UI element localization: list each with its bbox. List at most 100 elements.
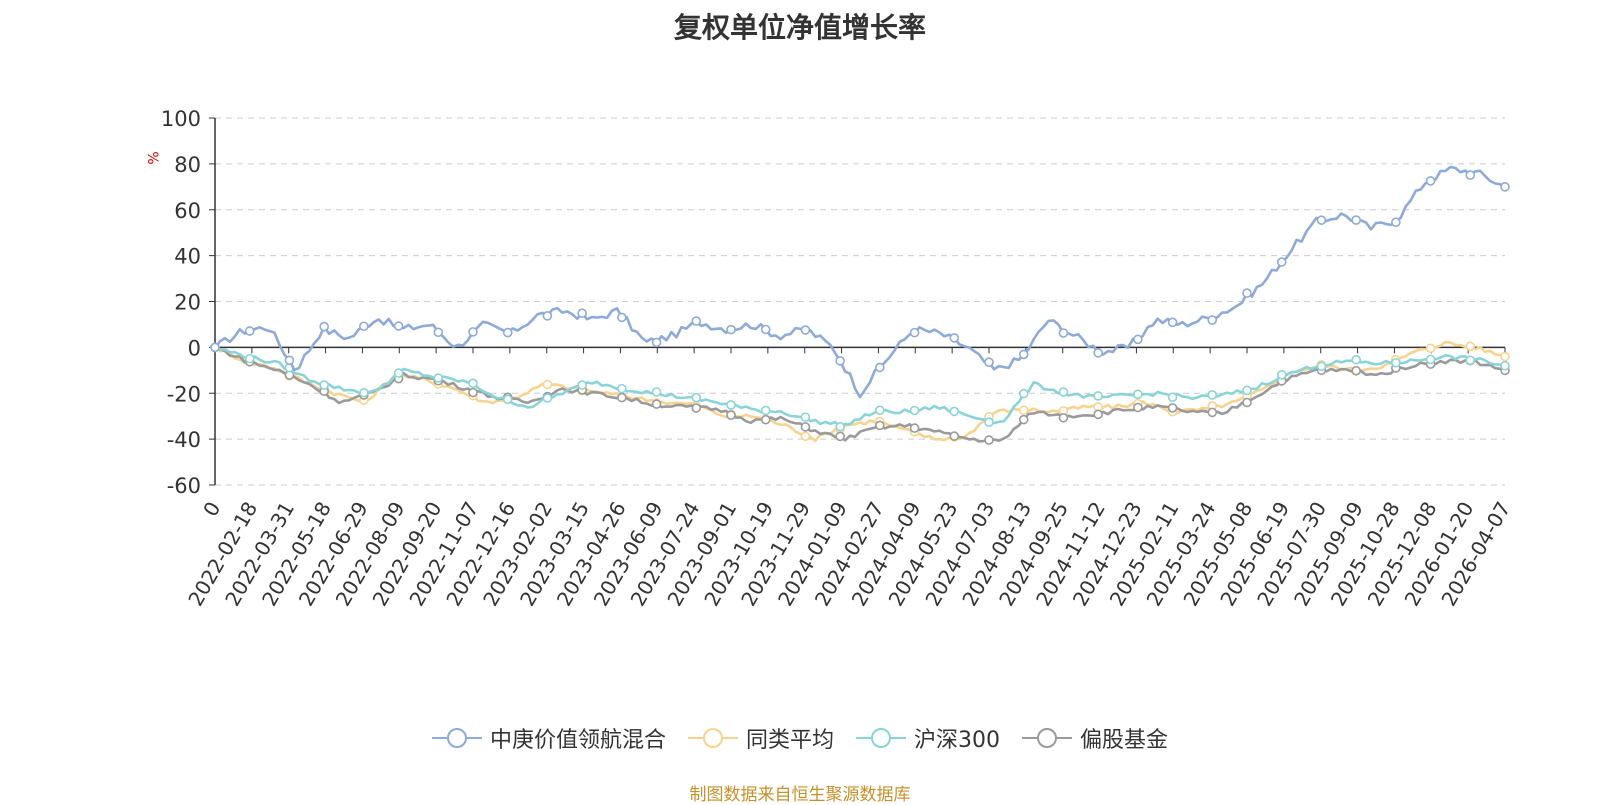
series-point <box>359 321 369 332</box>
series-point <box>1167 317 1178 328</box>
legend-line-marker-icon <box>856 728 906 748</box>
series-point <box>909 405 920 416</box>
series-point <box>691 403 702 413</box>
legend-item-equity-fund[interactable]: 偏股基金 <box>1022 722 1168 754</box>
series-point <box>1207 390 1218 400</box>
series-point <box>800 422 811 432</box>
series-point <box>359 387 369 398</box>
series-point <box>909 423 920 433</box>
x-tick-label: 0 <box>198 498 225 521</box>
series-point <box>1018 405 1029 416</box>
series-point <box>319 321 329 332</box>
series-point <box>1500 182 1510 192</box>
series-line <box>214 346 1506 429</box>
series-point <box>1018 388 1029 399</box>
series-point <box>210 342 220 353</box>
series-point <box>1093 409 1103 420</box>
series-point <box>984 435 994 445</box>
legend-label: 同类平均 <box>745 728 834 753</box>
series-point <box>651 337 662 348</box>
series-point <box>1465 355 1476 366</box>
series-point <box>542 379 553 390</box>
y-tick-label: 80 <box>174 153 201 177</box>
series-point <box>1425 343 1436 354</box>
series-point <box>1018 414 1029 425</box>
series-point <box>284 355 295 366</box>
series-point <box>949 431 960 441</box>
series-point <box>691 316 702 326</box>
series-point <box>760 414 771 425</box>
series-point <box>835 421 845 432</box>
series-point <box>1242 288 1252 298</box>
y-tick-label: -60 <box>167 474 201 498</box>
series-point <box>542 393 553 403</box>
series-point <box>617 392 627 403</box>
legend-line-marker-icon <box>431 728 482 748</box>
legend-label: 沪深300 <box>914 728 1000 753</box>
legend: 中庚价值领航混合 同类平均 沪深300 偏股基金 <box>0 722 1600 754</box>
series-point <box>1058 387 1069 397</box>
series-point <box>1351 215 1361 225</box>
series-point <box>1167 392 1178 402</box>
series-point <box>651 399 662 409</box>
series-point <box>909 327 920 338</box>
series-point <box>984 417 994 427</box>
y-tick-label: -40 <box>167 428 201 452</box>
chart-title: 复权单位净值增长率 <box>673 11 926 44</box>
series-point <box>875 405 885 416</box>
series-point <box>1351 365 1361 376</box>
series-point <box>1133 334 1143 345</box>
series-point <box>1058 412 1069 423</box>
series-point <box>577 308 587 319</box>
series-point <box>1391 357 1401 368</box>
series-point <box>1207 315 1218 325</box>
y-tick-label: 40 <box>174 245 201 269</box>
series-point <box>433 373 444 383</box>
series-point <box>800 325 811 335</box>
series-point <box>1351 354 1361 365</box>
series-point <box>1500 360 1510 371</box>
legend-line-marker-icon <box>687 728 738 748</box>
legend-line-marker-icon <box>1022 728 1072 748</box>
series-point <box>393 368 404 378</box>
series-point <box>800 412 811 422</box>
legend-item-csi300[interactable]: 沪深300 <box>856 722 1000 754</box>
series-point <box>244 326 255 336</box>
series-point <box>949 333 960 343</box>
legend-item-category-average[interactable]: 同类平均 <box>687 722 834 754</box>
series-point <box>760 405 771 416</box>
series-point <box>1276 257 1287 267</box>
series-point <box>1058 328 1069 338</box>
series-point <box>1093 391 1103 401</box>
legend-item-zhonggeng[interactable]: 中庚价值领航混合 <box>431 722 666 754</box>
series-point <box>760 324 771 335</box>
series-point <box>617 312 627 323</box>
series-point <box>835 431 845 442</box>
y-tick-label: 0 <box>188 336 201 360</box>
series-point <box>1133 389 1143 400</box>
series-point <box>542 311 553 321</box>
series-point <box>1425 176 1436 186</box>
series-point <box>1093 348 1103 358</box>
series-line <box>213 165 1506 399</box>
series-point <box>949 406 960 417</box>
series-line <box>214 346 1506 443</box>
series-point <box>1207 407 1218 418</box>
series-point <box>1425 354 1436 365</box>
series-point <box>1242 385 1252 396</box>
series-point <box>577 380 587 390</box>
series-point <box>1276 370 1287 380</box>
y-tick-label: -20 <box>167 382 201 406</box>
series-point <box>835 356 845 366</box>
series-point <box>726 324 736 335</box>
series-point <box>1500 351 1510 362</box>
y-tick-label: 20 <box>174 291 201 315</box>
series-point <box>468 327 478 337</box>
series-point <box>1316 215 1327 225</box>
series-point <box>1465 341 1476 352</box>
legend-label: 偏股基金 <box>1080 728 1169 753</box>
series-point <box>1242 397 1252 408</box>
series-point <box>875 420 885 431</box>
series-point <box>244 353 255 364</box>
series-point <box>651 387 662 397</box>
